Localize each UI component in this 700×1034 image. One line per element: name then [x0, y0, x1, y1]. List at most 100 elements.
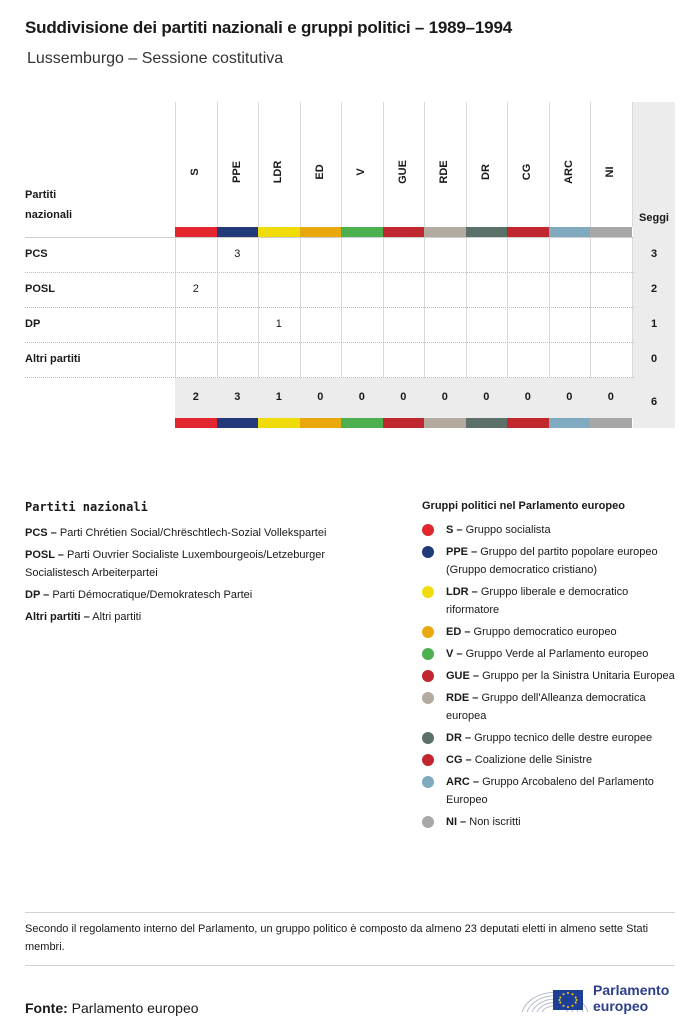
- footnote: Secondo il regolamento interno del Parla…: [25, 923, 649, 953]
- divider: [25, 912, 675, 913]
- seats-cell: 1: [650, 318, 658, 330]
- column-header-label: GUE: [396, 160, 409, 184]
- group-color-dot: [422, 626, 434, 638]
- group-legend-abbr: LDR –: [446, 586, 478, 598]
- column-header-ppe: PPE: [217, 132, 257, 212]
- column-header-label: DR: [479, 164, 492, 180]
- column-separator: [507, 102, 508, 227]
- group-legend-text: Gruppo liberale e democratico riformator…: [446, 586, 629, 616]
- source-text: Parlamento europeo: [71, 1000, 199, 1016]
- column-header-ni: NI: [590, 132, 630, 212]
- total-cell: 0: [358, 391, 365, 403]
- column-header-label: ARC: [562, 160, 575, 184]
- row-label-party: DP: [25, 318, 41, 330]
- group-legend-item: GUE – Gruppo per la Sinistra Unitaria Eu…: [422, 667, 677, 685]
- party-legend-item: Altri partiti – Altri partiti: [25, 608, 385, 626]
- table-cell: 1: [275, 318, 282, 330]
- group-legend-abbr: ED –: [446, 626, 471, 638]
- group-legend-item: PPE – Gruppo del partito popolare europe…: [422, 543, 677, 579]
- party-legend-item: PCS – Parti Chrétien Social/Chrëschtlech…: [25, 524, 385, 542]
- column-separator: [216, 102, 218, 227]
- total-seats-cell: 6: [650, 396, 658, 408]
- total-cell: 0: [317, 391, 324, 403]
- column-header-ldr: LDR: [258, 132, 298, 212]
- party-legend-abbr: DP –: [25, 589, 50, 601]
- row-header-line2: nazionali: [25, 209, 73, 221]
- column-header-s: S: [175, 132, 215, 212]
- seats-column-bg: [633, 102, 675, 428]
- group-legend-text: Gruppo Verde al Parlamento europeo: [465, 648, 649, 660]
- color-band-bottom-rde: [424, 418, 466, 428]
- divider: [25, 965, 675, 966]
- group-legend-title: Gruppi politici nel Parlamento europeo: [422, 500, 625, 512]
- table-cell: 3: [234, 248, 241, 260]
- group-legend-item: V – Gruppo Verde al Parlamento europeo: [422, 645, 677, 663]
- group-legend-abbr: RDE –: [446, 692, 479, 704]
- party-legend-item: POSL – Parti Ouvrier Socialiste Luxembou…: [25, 546, 385, 582]
- column-separator: [548, 102, 550, 227]
- column-header-ed: ED: [300, 132, 340, 212]
- color-band-bottom-ldr: [258, 418, 300, 428]
- group-color-dot: [422, 776, 434, 788]
- logo-line1: Parlamento: [593, 982, 670, 998]
- column-separator: [631, 102, 633, 227]
- group-color-dot: [422, 732, 434, 744]
- group-legend-abbr: GUE –: [446, 670, 480, 682]
- color-band-bottom-ed: [299, 418, 341, 428]
- group-legend-text: Gruppo per la Sinistra Unitaria Europea: [482, 670, 675, 682]
- group-legend-text: Gruppo democratico europeo: [473, 626, 617, 638]
- column-header-gue: GUE: [383, 132, 423, 212]
- seats-header: Seggi: [639, 212, 669, 224]
- page-title: Suddivisione dei partiti nazionali e gru…: [25, 18, 512, 37]
- party-legend-item: DP – Parti Démocratique/Demokratesch Par…: [25, 586, 385, 604]
- group-legend-abbr: PPE –: [446, 546, 478, 558]
- color-band-bottom-dr: [465, 418, 507, 428]
- row-divider: [25, 342, 634, 343]
- color-band-bottom-cg: [507, 418, 549, 428]
- party-legend-abbr: POSL –: [25, 549, 64, 561]
- table-cell: 2: [192, 283, 199, 295]
- group-legend-item: CG – Coalizione delle Sinistre: [422, 751, 677, 769]
- group-legend-abbr: ARC –: [446, 776, 480, 788]
- column-separator: [341, 102, 342, 227]
- color-band-bottom-gue: [382, 418, 424, 428]
- column-separator: [465, 102, 467, 227]
- total-cell: 0: [524, 391, 531, 403]
- group-color-dot: [422, 648, 434, 660]
- color-band-ni: [590, 227, 632, 237]
- group-legend-abbr: S –: [446, 524, 463, 536]
- european-parliament-logo-icon: [521, 990, 589, 1013]
- color-band-bottom-v: [341, 418, 383, 428]
- column-header-arc: ARC: [549, 132, 589, 212]
- group-color-dot: [422, 586, 434, 598]
- row-divider: [25, 307, 634, 308]
- total-cell: 2: [192, 391, 199, 403]
- column-header-label: CG: [521, 163, 533, 181]
- column-header-label: PPE: [230, 160, 243, 184]
- row-label-party: PCS: [25, 248, 48, 260]
- row-label-party: POSL: [25, 283, 55, 295]
- column-header-label: RDE: [438, 160, 450, 184]
- group-color-dot: [422, 524, 434, 536]
- color-band-bottom-ni: [590, 418, 632, 428]
- total-cell: 0: [607, 391, 614, 403]
- row-divider: [25, 377, 634, 378]
- column-separator: [382, 102, 384, 227]
- group-legend-item: S – Gruppo socialista: [422, 521, 677, 539]
- column-header-label: S: [189, 168, 201, 176]
- party-legend-abbr: Altri partiti –: [25, 611, 90, 623]
- color-band-s: [175, 227, 217, 237]
- group-legend-item: ARC – Gruppo Arcobaleno del Parlamento E…: [422, 773, 677, 809]
- column-header-label: V: [355, 168, 367, 176]
- group-legend-text: Gruppo del partito popolare europeo (Gru…: [446, 546, 658, 576]
- source: Fonte: Parlamento europeo: [25, 1000, 199, 1016]
- column-header-label: NI: [604, 166, 616, 178]
- column-separator: [175, 102, 176, 227]
- party-legend-text: Parti Chrétien Social/Chrëschtlech-Sozia…: [59, 527, 327, 539]
- seats-cell: 2: [650, 283, 658, 295]
- group-color-dot: [422, 670, 434, 682]
- party-legend: Partiti nazionali PCS – Parti Chrétien S…: [25, 500, 385, 630]
- source-label: Fonte:: [25, 1000, 68, 1016]
- group-legend-item: ED – Gruppo democratico europeo: [422, 623, 677, 641]
- column-separator: [258, 102, 259, 227]
